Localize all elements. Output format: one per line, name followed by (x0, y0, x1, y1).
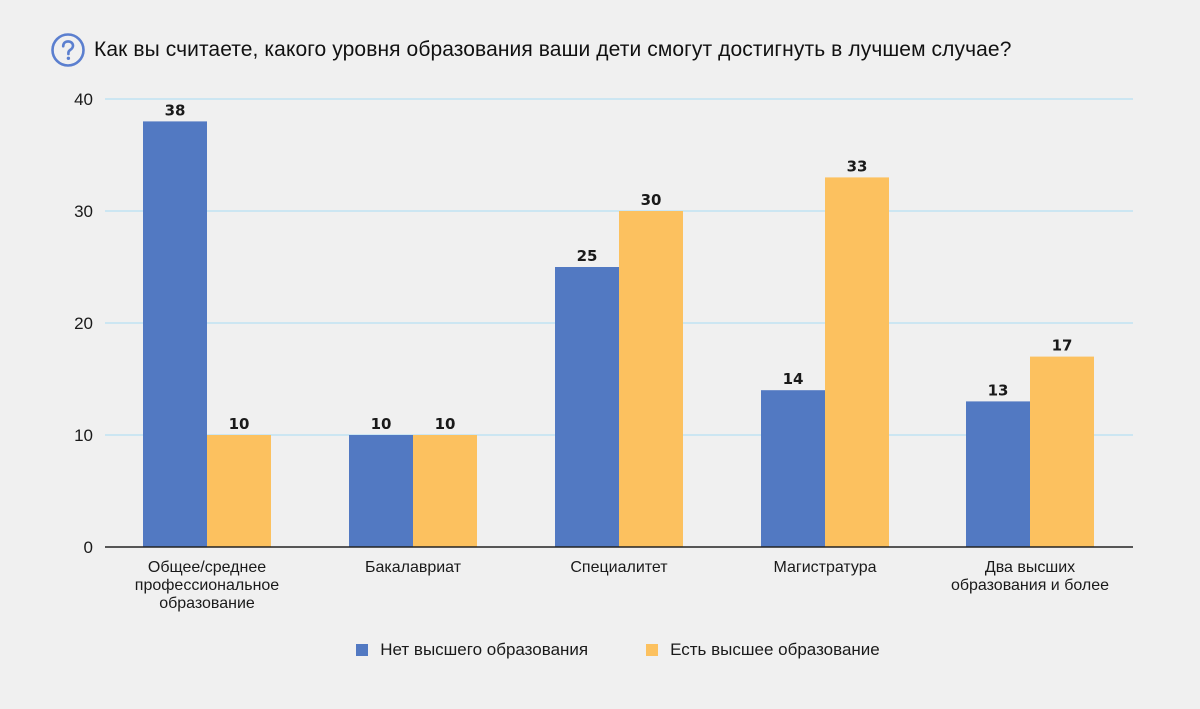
bar-series-2-cat-4 (825, 177, 889, 547)
y-tick-label: 0 (84, 538, 93, 557)
bar-series-2-cat-2 (413, 435, 477, 547)
data-label: 13 (988, 381, 1009, 399)
y-tick-label: 30 (74, 202, 93, 221)
legend-swatch-series-2 (646, 644, 659, 656)
bar-series-1-cat-3 (555, 267, 619, 547)
bar-series-1-cat-1 (143, 121, 207, 548)
bar-series-1-cat-4 (761, 390, 825, 547)
x-category-label: Общее/среднее профессиональное образование (135, 559, 280, 612)
legend-label-series-1: Нет высшего образования (380, 640, 589, 659)
data-label: 30 (641, 191, 662, 209)
data-label: 10 (371, 415, 392, 433)
question-circle-icon (51, 33, 85, 67)
data-label: 10 (229, 415, 250, 433)
data-label: 14 (783, 370, 804, 388)
chart-title: Как вы считаете, какого уровня образован… (94, 38, 1012, 61)
data-label: 25 (577, 247, 598, 265)
x-category-label: Специалитет (570, 559, 668, 576)
legend: Нет высшего образования Есть высшее обра… (0, 640, 1200, 660)
y-tick-label: 20 (74, 314, 93, 333)
x-category-label: Бакалавриат (365, 559, 462, 576)
y-tick-label: 10 (74, 426, 93, 445)
legend-item-series-2: Есть высшее образование (646, 640, 880, 660)
bars (143, 121, 1094, 548)
chart-header: Как вы считаете, какого уровня образован… (50, 32, 1012, 68)
bar-series-1-cat-5 (966, 401, 1030, 547)
legend-swatch-series-1 (356, 644, 369, 656)
bar-series-2-cat-3 (619, 211, 683, 547)
bar-series-2-cat-5 (1030, 356, 1094, 547)
legend-item-series-1: Нет высшего образования (356, 640, 588, 660)
data-label: 38 (165, 101, 186, 119)
y-tick-label: 40 (74, 90, 93, 109)
bar-series-1-cat-2 (349, 435, 413, 547)
data-label: 17 (1052, 337, 1073, 355)
data-label: 10 (435, 415, 456, 433)
x-category-label: Магистратура (773, 559, 876, 576)
bar-series-2-cat-1 (207, 435, 271, 547)
data-label: 33 (847, 157, 868, 175)
x-category-label: Два высших образования и более (951, 559, 1109, 594)
labels: 0 10 20 30 40 38 10 25 14 13 10 10 30 33 17 Общее/средн… (74, 90, 1133, 612)
legend-label-series-2: Есть высшее образование (670, 640, 880, 659)
